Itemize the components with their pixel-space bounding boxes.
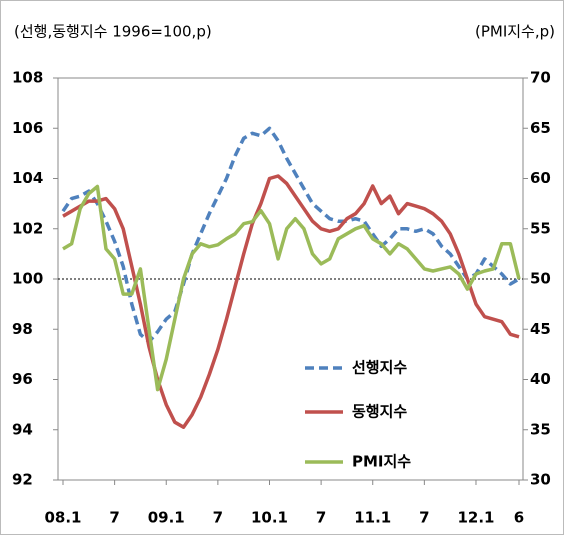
y-tick-label: 108 bbox=[12, 69, 43, 87]
y-tick-label: 106 bbox=[12, 119, 43, 137]
y-tick-label: 102 bbox=[12, 219, 43, 237]
y2-tick-label: 60 bbox=[530, 169, 551, 187]
y2-tick-label: 55 bbox=[530, 219, 551, 237]
x-tick-label: 7 bbox=[316, 509, 326, 527]
legend-label: PMI지수 bbox=[352, 453, 411, 471]
x-tick-label: 7 bbox=[109, 509, 119, 527]
legend-label: 선행지수 bbox=[352, 359, 407, 377]
y-tick-label: 92 bbox=[12, 471, 33, 489]
y2-axis-title: (PMI지수,p) bbox=[475, 23, 555, 41]
y-tick-label: 98 bbox=[12, 320, 33, 338]
y-axis-title: (선행,동행지수 1996=100,p) bbox=[14, 23, 212, 41]
y-tick-label: 94 bbox=[12, 420, 33, 438]
x-tick-label: 10.1 bbox=[251, 509, 288, 527]
x-tick-label: 6 bbox=[514, 509, 524, 527]
legend-label: 동행지수 bbox=[352, 403, 407, 421]
y2-tick-label: 50 bbox=[530, 270, 551, 288]
series-line bbox=[62, 174, 520, 429]
x-tick-label: 08.1 bbox=[44, 509, 81, 527]
series-line bbox=[62, 184, 521, 392]
y2-tick-label: 65 bbox=[530, 119, 551, 137]
x-tick-label: 09.1 bbox=[148, 509, 185, 527]
y-tick-label: 100 bbox=[12, 270, 43, 288]
y-tick-label: 96 bbox=[12, 370, 33, 388]
y2-tick-label: 70 bbox=[530, 69, 551, 87]
y2-tick-label: 30 bbox=[530, 471, 551, 489]
y-tick-label: 104 bbox=[12, 169, 43, 187]
y2-tick-label: 35 bbox=[530, 420, 551, 438]
x-tick-label: 7 bbox=[213, 509, 223, 527]
y2-tick-label: 45 bbox=[530, 320, 551, 338]
series-line bbox=[61, 126, 520, 344]
x-tick-label: 11.1 bbox=[354, 509, 391, 527]
x-tick-label: 12.1 bbox=[457, 509, 494, 527]
x-tick-label: 7 bbox=[419, 509, 429, 527]
y2-tick-label: 40 bbox=[530, 370, 551, 388]
